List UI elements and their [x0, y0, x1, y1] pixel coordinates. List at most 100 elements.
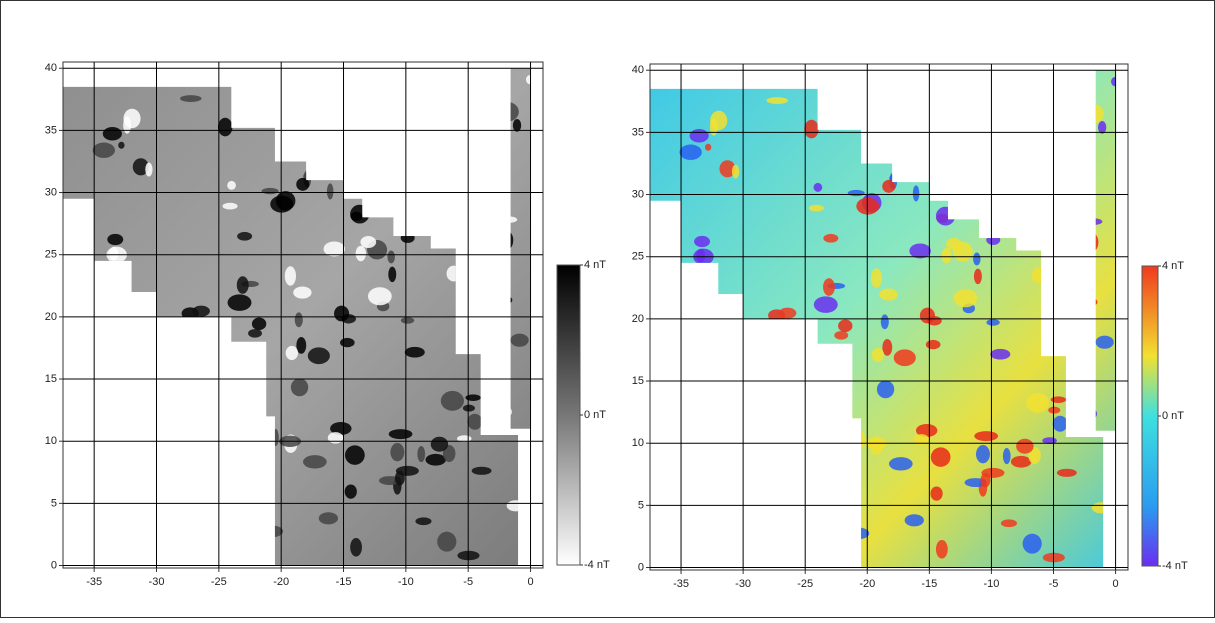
anomaly	[1098, 121, 1106, 134]
anomaly	[319, 512, 338, 524]
anomaly	[695, 266, 719, 281]
anomaly	[192, 306, 210, 317]
anomaly	[451, 237, 473, 243]
anomaly	[674, 417, 684, 425]
colorbar-label: 0 nT	[1162, 410, 1184, 422]
anomaly	[65, 451, 80, 466]
y-tick-label: 10	[632, 437, 644, 449]
anomaly	[85, 205, 92, 217]
anomaly	[733, 325, 756, 337]
anomaly	[350, 121, 365, 127]
anomaly	[710, 111, 727, 130]
anomaly	[295, 312, 303, 327]
anomaly	[946, 238, 962, 250]
anomaly	[936, 123, 951, 129]
anomaly	[99, 549, 107, 563]
anomaly	[237, 276, 249, 294]
anomaly	[237, 232, 252, 241]
anomaly	[881, 314, 889, 329]
anomaly	[388, 267, 396, 283]
anomaly	[770, 507, 778, 518]
figure: -35-30-25-20-15-10-5005101520253035404 n…	[0, 0, 1215, 618]
anomaly	[732, 165, 739, 179]
anomaly	[936, 540, 948, 559]
anomaly	[834, 331, 848, 340]
anomaly	[954, 289, 978, 307]
y-tick-label: 35	[632, 126, 644, 138]
anomaly	[679, 145, 701, 160]
colorbar-label: 0 nT	[584, 409, 606, 421]
anomaly	[791, 324, 802, 343]
y-tick-label: 20	[45, 311, 57, 323]
anomaly	[441, 391, 464, 411]
anomaly	[709, 280, 718, 292]
anomaly	[395, 471, 405, 485]
anomaly	[804, 487, 820, 497]
anomaly	[245, 89, 257, 103]
anomaly	[814, 296, 838, 313]
y-tick-label: 15	[632, 375, 644, 387]
anomaly	[123, 109, 140, 128]
anomaly	[823, 278, 835, 296]
anomaly	[822, 475, 842, 486]
anomaly	[1049, 91, 1061, 110]
colorbar-label: -4 nT	[584, 559, 610, 571]
anomaly	[959, 197, 972, 217]
anomaly	[933, 169, 953, 176]
anomaly	[930, 486, 942, 500]
y-tick-label: 15	[45, 373, 57, 385]
anomaly	[872, 348, 884, 362]
anomaly	[496, 406, 512, 418]
anomaly	[668, 342, 687, 354]
anomaly	[114, 331, 131, 346]
anomaly	[750, 419, 759, 430]
anomaly	[456, 251, 464, 260]
colorbar-label: -4 nT	[1162, 560, 1188, 572]
anomaly	[456, 217, 473, 231]
anomaly	[107, 234, 123, 245]
anomaly	[436, 189, 448, 205]
anomaly	[425, 454, 445, 466]
colorbar	[1142, 266, 1158, 566]
anomaly	[73, 413, 87, 430]
anomaly	[1022, 191, 1034, 207]
anomaly	[813, 183, 822, 192]
anomaly	[495, 387, 502, 397]
anomaly	[1001, 519, 1017, 527]
anomaly	[227, 181, 236, 190]
anomaly	[986, 319, 999, 326]
anomaly	[859, 431, 865, 448]
anomaly	[122, 278, 131, 290]
anomaly	[838, 320, 852, 333]
anomaly	[845, 527, 869, 539]
anomaly	[501, 231, 513, 249]
anomaly	[406, 179, 417, 188]
anomaly	[871, 268, 882, 287]
anomaly	[345, 445, 365, 464]
anomaly	[877, 380, 894, 398]
anomaly	[690, 129, 709, 142]
y-tick-label: 20	[632, 313, 644, 325]
anomaly	[441, 152, 455, 159]
anomaly	[107, 347, 120, 356]
anomaly	[143, 338, 160, 358]
anomaly	[334, 306, 349, 322]
anomaly	[443, 111, 450, 130]
anomaly	[510, 334, 528, 347]
anomaly	[1108, 514, 1120, 524]
x-tick-label: -15	[921, 578, 937, 590]
anomaly	[218, 384, 239, 390]
anomaly	[417, 143, 435, 156]
anomaly	[144, 420, 162, 433]
anomaly	[532, 529, 538, 541]
anomaly	[705, 144, 711, 151]
anomaly	[88, 415, 98, 423]
anomaly	[744, 418, 765, 435]
x-tick-label: -35	[86, 576, 102, 588]
anomaly	[239, 388, 262, 406]
y-tick-label: 40	[632, 64, 644, 76]
x-tick-label: -15	[336, 576, 352, 588]
anomaly	[103, 127, 122, 140]
anomaly	[694, 236, 710, 247]
anomaly	[476, 243, 498, 256]
